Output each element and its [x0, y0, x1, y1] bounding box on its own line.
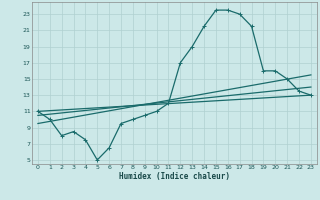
- X-axis label: Humidex (Indice chaleur): Humidex (Indice chaleur): [119, 172, 230, 181]
